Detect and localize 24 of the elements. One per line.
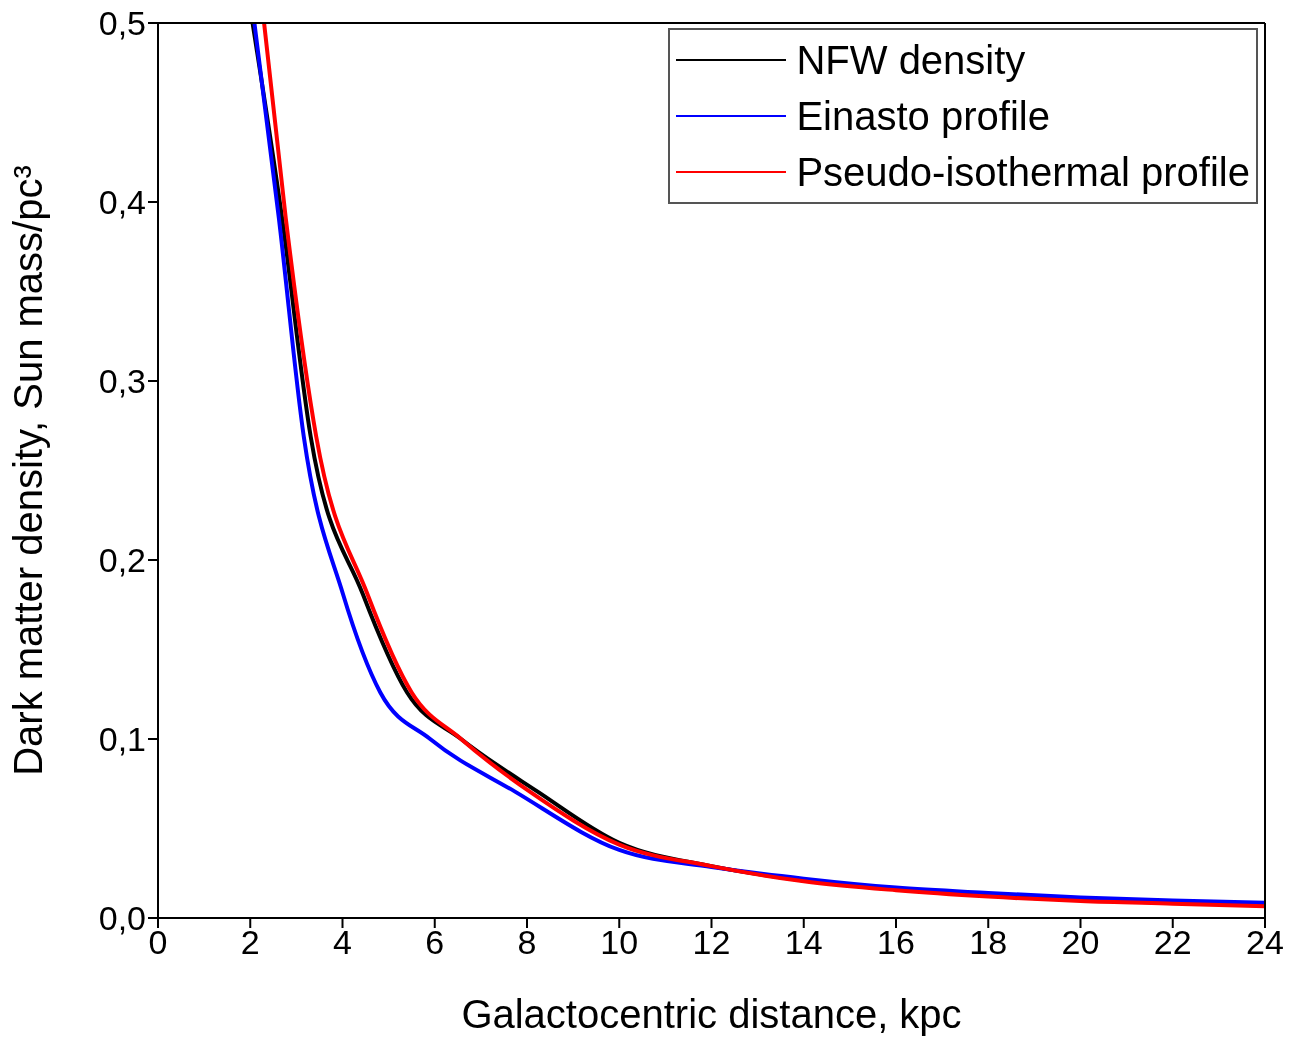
x-tick-label: 2 xyxy=(240,923,260,962)
x-tick-label: 20 xyxy=(1061,923,1100,962)
legend-label: Einasto profile xyxy=(796,93,1050,140)
y-tick-label: 0,4 xyxy=(98,183,146,222)
x-tick-label: 12 xyxy=(692,923,731,962)
x-axis-title: Galactocentric distance, kpc xyxy=(461,992,962,1036)
legend-label: NFW density xyxy=(796,37,1026,84)
x-tick-label: 8 xyxy=(517,923,537,962)
x-tick-label: 24 xyxy=(1246,923,1284,962)
y-tick-label: 0,5 xyxy=(98,4,146,43)
y-axis-title: Dark matter density, Sun mass/pc³ xyxy=(6,165,51,776)
x-tick-label: 4 xyxy=(333,923,352,962)
x-tick-label: 0 xyxy=(148,923,168,962)
legend-label: Pseudo-isothermal profile xyxy=(796,149,1250,196)
y-tick-label: 0,0 xyxy=(98,899,146,938)
x-tick-label: 18 xyxy=(969,923,1008,962)
y-tick-label: 0,2 xyxy=(98,541,146,580)
x-tick-label: 10 xyxy=(600,923,639,962)
y-tick-label: 0,3 xyxy=(98,362,146,401)
x-tick-label: 14 xyxy=(784,923,823,962)
x-tick-label: 22 xyxy=(1153,923,1192,962)
y-tick-label: 0,1 xyxy=(98,720,146,759)
x-tick-label: 6 xyxy=(425,923,445,962)
x-tick-label: 16 xyxy=(877,923,915,962)
